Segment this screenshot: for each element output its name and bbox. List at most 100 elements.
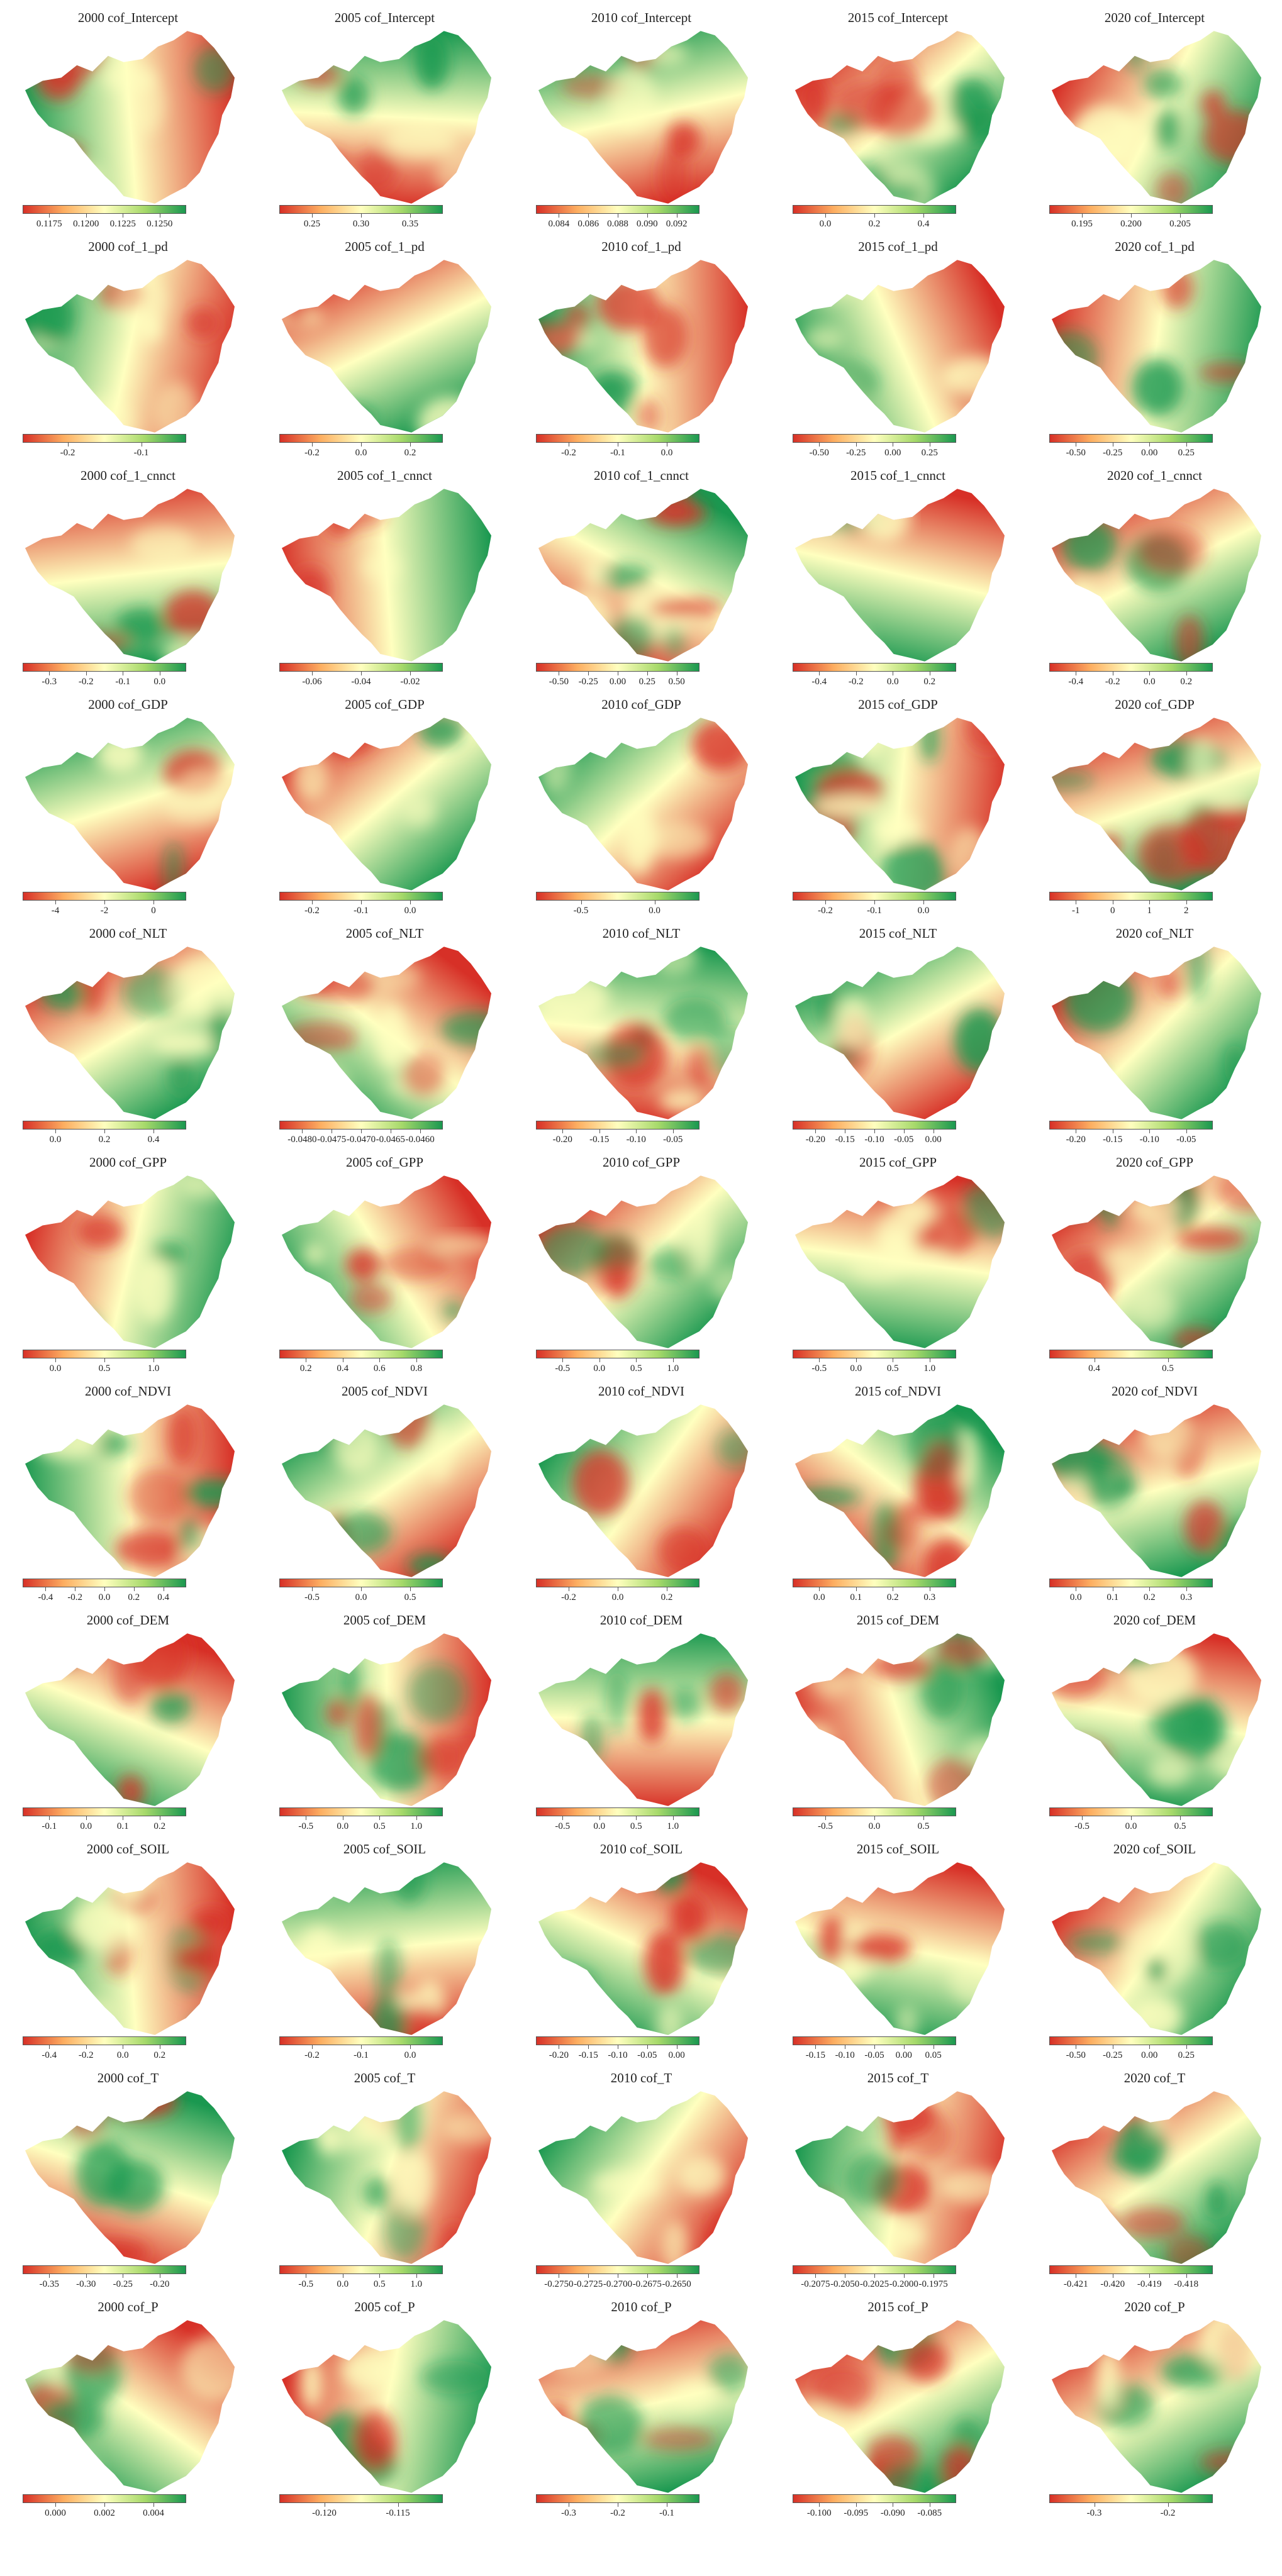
colorbar-tick-label: 0.25 bbox=[921, 448, 938, 458]
colorbar-ticks: -0.50 -0.25 0.00 0.25 0.50 bbox=[536, 672, 700, 691]
colorbar-ticks: 0.0 0.2 0.4 bbox=[23, 1130, 186, 1148]
colorbar bbox=[536, 663, 700, 672]
colorbar-tick-label: -0.04 bbox=[351, 677, 371, 687]
map-panel: 2020 cof_P -0.3 -0.2 bbox=[1027, 2296, 1282, 2524]
coefficient-surface bbox=[538, 1633, 749, 1806]
colorbar-tick-label: 0.2 bbox=[299, 1363, 312, 1374]
colorbar-tick bbox=[874, 1816, 875, 1820]
coefficient-surface bbox=[538, 2320, 749, 2493]
coefficient-surface bbox=[538, 718, 749, 891]
colorbar-tick-label: -0.3 bbox=[561, 2508, 576, 2518]
colorbar-tick-label: 0.205 bbox=[1169, 219, 1191, 229]
colorbar-tick-label: -0.1 bbox=[867, 906, 882, 916]
colorbar-tick-label: -0.05 bbox=[894, 1135, 914, 1145]
colorbar-tick bbox=[815, 2274, 817, 2278]
colorbar-tick-label: 0.5 bbox=[98, 1363, 111, 1374]
coefficient-surface bbox=[1051, 1862, 1262, 2035]
colorbar-tick-label: -0.10 bbox=[608, 2050, 628, 2060]
colorbar-tick bbox=[599, 1816, 600, 1820]
colorbar-tick bbox=[1180, 1816, 1181, 1820]
colorbar-tick-label: 0.00 bbox=[1141, 2050, 1158, 2060]
colorbar-tick-label: 0.5 bbox=[1162, 1363, 1174, 1374]
colorbar-ticks: 0.0 0.1 0.2 0.3 bbox=[1049, 1587, 1213, 1606]
colorbar-tick bbox=[819, 1358, 820, 1362]
map-panel: 2015 cof_Intercept 0.0 0.2 0.4 bbox=[770, 6, 1026, 235]
colorbar-tick-label: 0.25 bbox=[303, 219, 321, 229]
panel-title: 2000 cof_1_cnnct bbox=[80, 468, 176, 483]
colorbar-tick bbox=[1186, 443, 1187, 447]
colorbar-tick bbox=[1186, 1587, 1187, 1591]
colorbar bbox=[23, 892, 186, 901]
colorbar-tick-label: 0.2 bbox=[404, 448, 416, 458]
colorbar-tick bbox=[815, 2045, 817, 2049]
colorbar-tick bbox=[1186, 2274, 1187, 2278]
coefficient-surface bbox=[281, 1633, 492, 1806]
colorbar bbox=[1049, 1579, 1213, 1587]
colorbar-tick-label: -0.2075 bbox=[801, 2279, 830, 2289]
colorbar bbox=[23, 663, 186, 672]
colorbar-tick-label: -0.05 bbox=[637, 2050, 657, 2060]
colorbar bbox=[23, 434, 186, 443]
colorbar bbox=[23, 1350, 186, 1358]
colorbar-tick bbox=[636, 1358, 637, 1362]
colorbar-tick-label: 0.35 bbox=[401, 219, 419, 229]
colorbar-tick-label: -0.2 bbox=[561, 448, 576, 458]
colorbar-tick-label: 0.0 bbox=[153, 677, 166, 687]
colorbar-ticks: -0.2 -0.1 bbox=[23, 443, 186, 462]
colorbar-ticks: 0.195 0.200 0.205 bbox=[1049, 214, 1213, 233]
colorbar bbox=[279, 2494, 443, 2503]
colorbar bbox=[793, 1807, 956, 1816]
colorbar-ticks: -0.2075 -0.2050 -0.2025 -0.2000 -0.1975 bbox=[793, 2274, 956, 2293]
colorbar-tick-label: 0.25 bbox=[1178, 448, 1195, 458]
colorbar-tick bbox=[1149, 672, 1151, 675]
colorbar-tick bbox=[361, 214, 362, 218]
colorbar-tick-label: -0.2 bbox=[561, 1592, 576, 1602]
colorbar-tick-label: 0.0 bbox=[116, 2050, 129, 2060]
colorbar-tick-label: -0.2700 bbox=[603, 2279, 633, 2289]
coefficient-surface bbox=[281, 1404, 492, 1577]
colorbar-tick-label: -0.2 bbox=[78, 677, 94, 687]
colorbar-ticks: -0.4 -0.2 0.0 0.2 0.4 bbox=[23, 1587, 186, 1606]
colorbar-tick-label: 0.002 bbox=[94, 2508, 115, 2518]
colorbar-tick-label: 0.0 bbox=[917, 906, 930, 916]
panel-title: 2015 cof_P bbox=[867, 2299, 928, 2314]
colorbar-tick bbox=[420, 1130, 421, 1133]
colorbar-tick bbox=[562, 1130, 564, 1133]
colorbar-ticks: 0.000 0.002 0.004 bbox=[23, 2503, 186, 2522]
colorbar-tick-label: 0.00 bbox=[1141, 448, 1158, 458]
map-panel: 2015 cof_NDVI 0.0 0.1 0.2 0.3 bbox=[770, 1380, 1026, 1609]
colorbar-ticks: -0.20 -0.15 -0.10 -0.05 0.00 bbox=[536, 2045, 700, 2064]
panel-title: 2010 cof_1_pd bbox=[601, 239, 681, 254]
colorbar-ticks: 0.084 0.086 0.088 0.090 0.092 bbox=[536, 214, 700, 233]
colorbar-tick bbox=[361, 2045, 362, 2049]
coefficient-surface bbox=[25, 489, 235, 662]
colorbar-tick-label: -0.5 bbox=[573, 906, 589, 916]
colorbar-tick-label: -0.10 bbox=[864, 1135, 884, 1145]
colorbar-tick-label: 0.0 bbox=[404, 2050, 416, 2060]
colorbar-tick-label: 0.1 bbox=[850, 1592, 862, 1602]
map-panel: 2005 cof_1_cnnct -0.06 -0.04 -0.02 bbox=[257, 464, 513, 693]
coefficient-surface bbox=[538, 489, 749, 662]
colorbar-ticks: 0.0 0.5 1.0 bbox=[23, 1358, 186, 1377]
colorbar bbox=[23, 2036, 186, 2045]
colorbar-tick bbox=[825, 214, 826, 218]
colorbar-tick-label: -0.20 bbox=[805, 1135, 826, 1145]
panel-title: 2015 cof_GPP bbox=[859, 1155, 937, 1170]
colorbar-tick-label: 0.0 bbox=[80, 1821, 92, 1831]
panel-title: 2005 cof_GPP bbox=[345, 1155, 424, 1170]
colorbar-tick bbox=[588, 2274, 589, 2278]
coefficient-surface bbox=[794, 1175, 1005, 1348]
colorbar-tick-label: -0.3 bbox=[1086, 2508, 1102, 2518]
map-panel: 2000 cof_DEM -0.1 0.0 0.1 0.2 bbox=[0, 1609, 256, 1838]
colorbar-tick-label: 0.0 bbox=[850, 1363, 862, 1374]
colorbar-tick bbox=[819, 443, 820, 447]
colorbar-tick-label: -0.1 bbox=[354, 906, 369, 916]
colorbar bbox=[536, 1350, 700, 1358]
colorbar-tick-label: 0.5 bbox=[404, 1592, 416, 1602]
colorbar-tick-label: -0.2675 bbox=[632, 2279, 662, 2289]
colorbar-tick bbox=[562, 1358, 564, 1362]
panel-title: 2010 cof_SOIL bbox=[599, 1841, 683, 1857]
colorbar-tick bbox=[923, 1816, 924, 1820]
coefficient-surface bbox=[281, 260, 492, 433]
colorbar-tick-label: -0.25 bbox=[578, 677, 598, 687]
